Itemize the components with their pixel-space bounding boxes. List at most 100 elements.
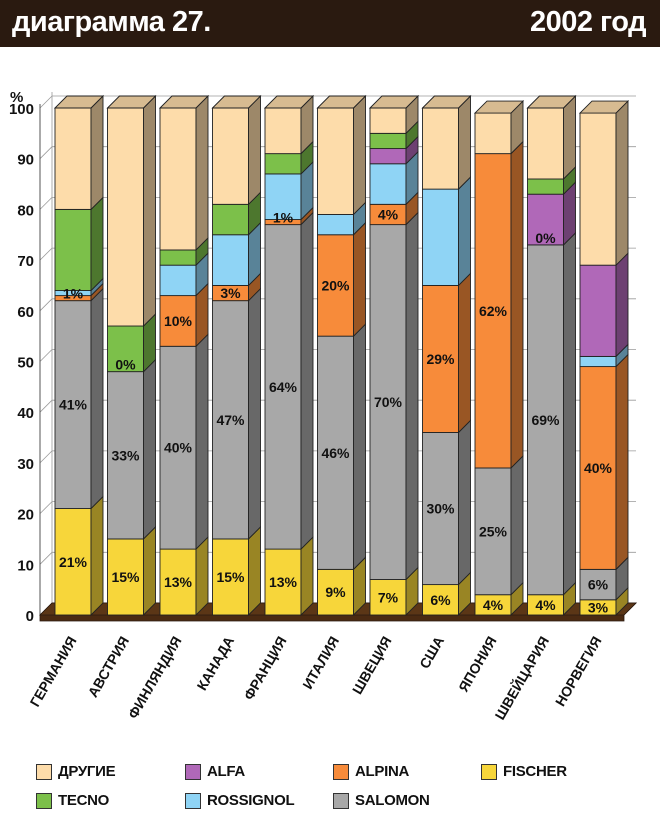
data-label: 4% [483,597,504,613]
bar-segment-side [248,287,261,541]
bar-segment-side [90,196,104,292]
bar-segment-side [90,287,104,510]
data-label: 0% [535,230,556,246]
bar-segment-side [300,211,314,551]
category-label: ГЕРМАНИЯ [27,634,80,710]
y-axis-unit: % [10,89,23,106]
bar-segment [54,107,92,210]
data-label: 33% [111,447,140,463]
data-label: 47% [216,412,245,428]
bar-segment-side [195,333,209,551]
bar-segment [317,107,354,215]
y-tick-label: 10 [17,557,34,574]
data-label: 15% [216,569,245,585]
bar-segment [159,548,197,616]
grid-diagonal [39,247,53,261]
category-label: КАНАДА [193,634,237,694]
bar-segment-side [458,94,471,191]
y-tick-label: 100 [9,101,34,118]
bar-segment-side [615,99,629,267]
chart-title: диаграмма 27. [12,6,211,38]
bar-segment-side [353,221,366,338]
bar-segment-side [615,252,629,358]
data-label: 1% [63,286,84,302]
bar-segment [212,203,249,236]
bar-top [158,95,210,109]
data-label: 30% [426,501,455,517]
bar-segment-side [195,94,209,252]
category-label: ИТАЛИЯ [299,634,342,692]
data-label: 1% [273,210,294,226]
chart-year: 2002 год [529,6,647,38]
bar-segment [159,345,197,550]
bar-segment-side [248,525,261,617]
bar-segment [579,355,617,368]
grid-diagonal [39,450,53,464]
category-label: НОРВЕГИЯ [552,634,605,709]
data-label: 13% [269,574,298,590]
bar-top [53,95,105,109]
grid-diagonal [39,552,53,565]
bar-segment-side [143,94,156,328]
bar-segment-side [248,94,261,206]
grid-diagonal [39,399,53,413]
bar-segment [527,244,564,596]
bar-segment-side [90,94,104,211]
category-label: ШВЕЦИЯ [349,634,395,697]
bar-top [263,95,315,109]
bar-segment [369,579,407,616]
bar-segment [212,300,249,540]
bar-segment-side [405,211,419,581]
bar-top [473,100,525,114]
bar-segment-side [195,536,209,617]
data-label: 4% [378,206,399,222]
bar-segment [264,173,302,220]
bar-segment [527,107,564,180]
category-label: ЯПОНИЯ [455,634,499,695]
bar-segment [369,132,407,150]
data-label: 20% [321,277,350,293]
y-tick-label: 0 [26,608,34,625]
bar-segment [107,107,144,327]
bar-segment [264,548,302,616]
bar-segment [317,335,354,570]
bar-segment [159,107,197,251]
bar-segment [317,234,354,337]
bar-segment-side [300,536,314,617]
category-label: АВСТРИЯ [85,634,133,700]
grid-diagonal [39,501,53,514]
y-tick-label: 40 [17,405,34,422]
y-tick-label: 70 [17,253,34,270]
bar-segment [54,208,92,291]
bar-segment [422,285,459,433]
y-tick-label: 60 [17,304,34,321]
data-label: 29% [426,351,455,367]
bar-top [578,100,630,114]
y-tick-label: 50 [17,355,34,372]
data-label: 40% [164,440,193,456]
grid-diagonal [39,349,53,362]
bar-top [106,95,157,109]
grid-diagonal [39,95,53,109]
bar-segment [369,148,407,165]
data-label: 6% [588,577,609,593]
data-label: 64% [269,379,298,395]
category-label: США [416,634,447,672]
bar-segment [107,325,144,373]
bar-segment [527,193,564,246]
data-label: 46% [321,445,350,461]
bar-segment-side [353,323,366,571]
bar-segment [107,371,144,540]
bar-segment-side [563,94,576,181]
bar-top [211,95,262,109]
y-tick-label: 90 [17,152,34,169]
bar-segment [369,163,407,205]
data-label: 41% [59,397,88,413]
bar-top [368,95,420,109]
bar-segment-side [90,495,104,617]
bar-segment [422,188,459,286]
data-label: 6% [430,592,451,608]
category-label: ФИНЛЯНДИЯ [125,634,185,722]
bar-segment-side [615,353,629,571]
